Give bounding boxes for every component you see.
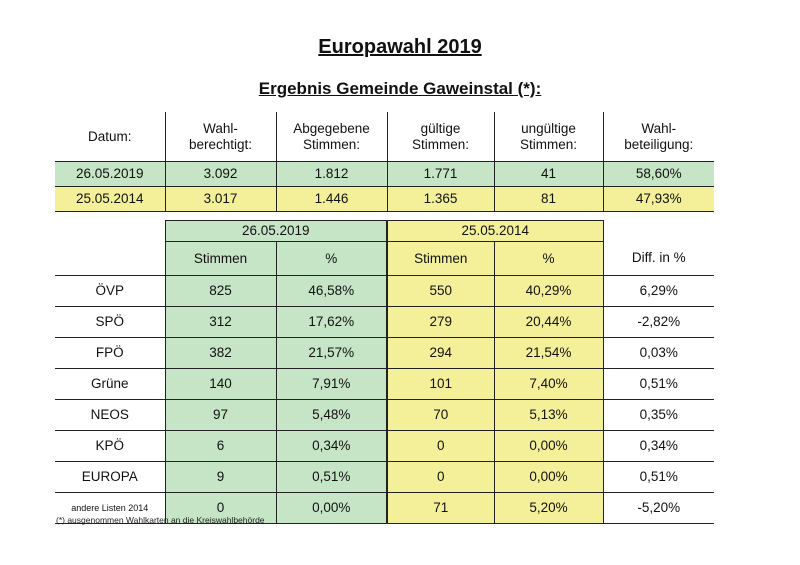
percent-2014: 7,40% <box>493 368 603 400</box>
votes-2019: 382 <box>164 337 276 369</box>
votes-2014: 550 <box>386 275 494 307</box>
summary-header-row: Datum: Wahl- berechtigt: Abgegebene Stim… <box>55 112 714 162</box>
votes-2019: 9 <box>164 461 276 493</box>
diff-percent: 0,51% <box>602 368 714 400</box>
votes-2014: 0 <box>386 430 494 462</box>
summary-cell: 1.365 <box>386 186 494 212</box>
percent-2019: 0,00% <box>275 492 387 524</box>
summary-header-abgegebene: Abgegebene Stimmen: <box>275 112 387 162</box>
diff-percent: 6,29% <box>602 275 714 307</box>
votes-2014: 101 <box>386 368 494 400</box>
diff-percent: 0,35% <box>602 399 714 431</box>
percent-2014: 5,13% <box>493 399 603 431</box>
percent-2019: 17,62% <box>275 306 387 338</box>
party-name: NEOS <box>55 399 165 431</box>
party-name: ÖVP <box>55 275 165 307</box>
date-header-2019: 26.05.2019 <box>164 220 387 242</box>
party-name: SPÖ <box>55 306 165 338</box>
percent-2019: 46,58% <box>275 275 387 307</box>
summary-cell: 81 <box>493 186 603 212</box>
party-name: FPÖ <box>55 337 165 369</box>
summary-row-2014: 25.05.2014 3.017 1.446 1.365 81 47,93% <box>55 186 714 212</box>
percent-2014: 0,00% <box>493 461 603 493</box>
summary-cell: 26.05.2019 <box>55 161 165 187</box>
votes-2019: 6 <box>164 430 276 462</box>
percent-2019: 7,91% <box>275 368 387 400</box>
summary-row-2019: 26.05.2019 3.092 1.812 1.771 41 58,60% <box>55 161 714 187</box>
blank-cell <box>55 221 165 242</box>
footnote: (*) ausgenommen Wahlkarten an die Kreisw… <box>56 515 265 525</box>
summary-header-datum: Datum: <box>87 128 132 144</box>
votes-2019: 825 <box>164 275 276 307</box>
blank-cell <box>55 241 165 276</box>
votes-2014: 70 <box>386 399 494 431</box>
summary-table: Datum: Wahl- berechtigt: Abgegebene Stim… <box>55 112 714 212</box>
col-header-pct-2014: % <box>493 241 603 276</box>
summary-cell: 3.092 <box>164 161 276 187</box>
votes-2019: 0 <box>164 492 276 524</box>
page-subtitle: Ergebnis Gemeinde Gaweinstal (*): <box>258 79 542 98</box>
summary-header-wahlberechtigt: Wahl- berechtigt: <box>164 112 276 162</box>
col-header-diff: Diff. in % <box>602 241 714 276</box>
summary-cell: 41 <box>493 161 603 187</box>
page-title: Europawahl 2019 <box>318 36 482 58</box>
summary-header-gueltige: gültige Stimmen: <box>386 112 494 162</box>
col-header-pct-2019: % <box>275 241 387 276</box>
results-column-header-row: Stimmen % Stimmen % Diff. in % <box>55 241 714 276</box>
votes-2014: 294 <box>386 337 494 369</box>
votes-2019: 312 <box>164 306 276 338</box>
summary-cell: 1.812 <box>275 161 387 187</box>
col-header-stimmen-2019: Stimmen <box>164 241 276 276</box>
votes-2014: 279 <box>386 306 494 338</box>
percent-2014: 40,29% <box>493 275 603 307</box>
summary-header-wahlbeteiligung: Wahl- beteiligung: <box>602 112 714 162</box>
blank-cell <box>603 221 714 242</box>
party-name: KPÖ <box>55 430 165 462</box>
summary-cell: 47,93% <box>602 186 714 212</box>
votes-2019: 140 <box>164 368 276 400</box>
table-row: ÖVP 825 46,58% 550 40,29% 6,29% <box>55 275 714 307</box>
percent-2014: 5,20% <box>493 492 603 524</box>
table-row: Grüne 140 7,91% 101 7,40% 0,51% <box>55 368 714 400</box>
table-row: FPÖ 382 21,57% 294 21,54% 0,03% <box>55 337 714 369</box>
votes-2019: 97 <box>164 399 276 431</box>
summary-cell: 1.446 <box>275 186 387 212</box>
summary-cell: 25.05.2014 <box>55 186 165 212</box>
votes-2014: 71 <box>386 492 494 524</box>
diff-percent: 0,03% <box>602 337 714 369</box>
date-header-2014: 25.05.2014 <box>386 220 604 242</box>
party-name: Grüne <box>55 368 165 400</box>
percent-2019: 0,51% <box>275 461 387 493</box>
percent-2014: 21,54% <box>493 337 603 369</box>
percent-2019: 21,57% <box>275 337 387 369</box>
party-name: EUROPA <box>55 461 165 493</box>
diff-percent: -5,20% <box>602 492 714 524</box>
table-row: EUROPA 9 0,51% 0 0,00% 0,51% <box>55 461 714 493</box>
votes-2014: 0 <box>386 461 494 493</box>
table-row: NEOS 97 5,48% 70 5,13% 0,35% <box>55 399 714 431</box>
results-table: 26.05.2019 25.05.2014 Stimmen % Stimmen … <box>55 220 714 524</box>
diff-percent: 0,51% <box>602 461 714 493</box>
summary-cell: 58,60% <box>602 161 714 187</box>
percent-2014: 0,00% <box>493 430 603 462</box>
percent-2014: 20,44% <box>493 306 603 338</box>
diff-percent: -2,82% <box>602 306 714 338</box>
summary-header-ungueltige: ungültige Stimmen: <box>493 112 603 162</box>
table-row: SPÖ 312 17,62% 279 20,44% -2,82% <box>55 306 714 338</box>
table-row: andere Listen 2014 0 0,00% 71 5,20% -5,20% <box>55 492 714 524</box>
percent-2019: 5,48% <box>275 399 387 431</box>
col-header-stimmen-2014: Stimmen <box>386 241 494 276</box>
party-name: andere Listen 2014 <box>55 492 165 524</box>
diff-percent: 0,34% <box>602 430 714 462</box>
table-row: KPÖ 6 0,34% 0 0,00% 0,34% <box>55 430 714 462</box>
summary-cell: 3.017 <box>164 186 276 212</box>
summary-cell: 1.771 <box>386 161 494 187</box>
results-date-row: 26.05.2019 25.05.2014 <box>55 220 714 242</box>
percent-2019: 0,34% <box>275 430 387 462</box>
